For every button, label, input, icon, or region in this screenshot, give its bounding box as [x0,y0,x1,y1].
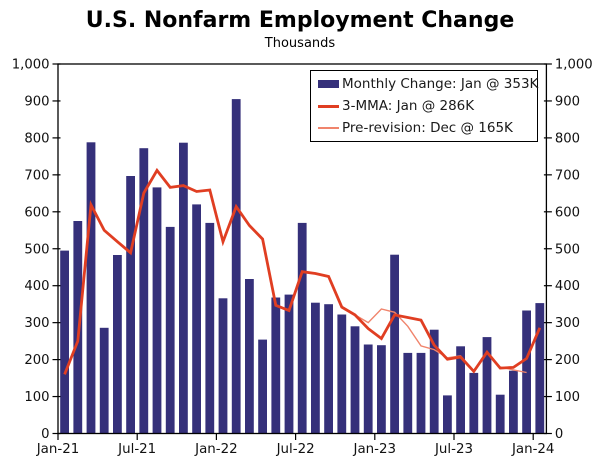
monthly-change-bar-Jun-21 [126,176,135,434]
y-axis-label-right: 800 [555,131,580,146]
y-axis-label-right: 100 [555,390,580,405]
monthly-change-bar-Apr-21 [99,327,109,434]
y-axis-label-right: 500 [555,242,580,257]
y-axis-label-left: 1,000 [12,58,50,73]
y-axis-label-left: 900 [24,94,49,109]
y-axis-label-right: 700 [555,168,580,183]
monthly-change-bar-Jun-22 [284,294,294,434]
monthly-change-bar-Aug-22 [311,302,320,434]
chart-subtitle: Thousands [264,36,336,51]
monthly-change-bar-Aug-21 [152,187,162,434]
monthly-change-bar-Jan-23 [377,345,386,434]
monthly-change-bar-Jul-21 [139,148,149,434]
monthly-change-bar-Dec-21 [205,222,215,434]
legend-item-pre-revision: Pre-revision: Dec @ 165K [318,117,537,139]
monthly-change-bar-Aug-23 [469,372,479,434]
monthly-change-bar-Jan-22 [218,298,228,434]
monthly-change-bar-Nov-23 [509,370,518,434]
y-axis-label-left: 800 [24,131,49,146]
y-axis-label-left: 200 [24,353,49,368]
monthly-change-bar-Nov-21 [192,204,201,434]
x-axis-label: Jul-22 [276,442,315,457]
monthly-change-bar-Apr-23 [416,352,426,434]
monthly-change-bar-Mar-23 [403,352,413,434]
monthly-change-bar-Jan-24 [535,303,545,434]
y-axis-label-right: 600 [555,205,580,220]
y-axis-label-left: 500 [24,242,49,257]
y-axis-label-left: 100 [24,390,49,405]
y-axis-label-right: 400 [555,279,580,294]
chart-title: U.S. Nonfarm Employment Change [85,8,515,33]
legend-item-3mma: 3-MMA: Jan @ 286K [318,95,537,117]
monthly-change-bar-Jun-23 [443,395,452,434]
monthly-change-bar-Mar-22 [245,279,254,434]
y-axis-label-right: 0 [555,427,563,442]
x-axis-label: Jan-24 [511,442,555,457]
legend-label: Monthly Change: Jan @ 353K [342,76,539,92]
monthly-change-bar-Feb-22 [231,99,241,434]
y-axis-label-left: 700 [24,168,49,183]
monthly-change-bar-Jul-22 [297,222,307,434]
thin-line-swatch-icon [318,127,339,129]
monthly-change-bar-Sep-22 [324,304,333,434]
monthly-change-bar-Nov-22 [350,326,360,434]
monthly-change-bar-Oct-23 [495,394,505,434]
x-axis-label: Jan-23 [353,442,397,457]
bar-swatch-icon [318,80,339,88]
three-mma-line [63,167,542,375]
monthly-change-bar-Apr-22 [258,339,267,434]
y-axis-label-right: 900 [555,94,580,109]
monthly-change-bar-Sep-23 [482,337,492,434]
legend-item-monthly-change: Monthly Change: Jan @ 353K [318,73,539,95]
monthly-change-bar-May-23 [429,329,439,434]
monthly-change-bar-Dec-22 [363,344,373,434]
x-axis-label: Jul-21 [117,442,156,457]
y-axis-label-left: 300 [24,316,49,331]
monthly-change-bar-Sep-21 [165,226,175,434]
monthly-change-bar-Feb-23 [390,254,399,434]
monthly-change-bar-Jul-23 [456,346,465,434]
legend-label: Pre-revision: Dec @ 165K [342,120,513,136]
monthly-change-bar-May-22 [271,297,281,434]
y-axis-label-right: 1,000 [555,58,593,73]
legend-label: 3-MMA: Jan @ 286K [342,98,475,114]
thick-line-swatch-icon [318,104,339,108]
y-axis-label-left: 0 [41,427,49,442]
y-axis-label-left: 600 [24,205,49,220]
chart-legend: Monthly Change: Jan @ 353K 3-MMA: Jan @ … [310,70,538,142]
monthly-change-bar-May-21 [113,255,122,434]
x-axis-label: Jan-22 [194,442,238,457]
monthly-change-bar-Mar-21 [86,142,96,434]
y-axis-label-right: 200 [555,353,580,368]
x-axis-label: Jul-23 [434,442,473,457]
monthly-change-bar-Oct-21 [179,142,188,434]
x-axis-label: Jan-21 [36,442,80,457]
y-axis-label-left: 400 [24,279,49,294]
monthly-change-bar-Oct-22 [337,314,347,434]
monthly-change-bar-Jan-21 [60,250,69,434]
y-axis-label-right: 300 [555,316,580,331]
